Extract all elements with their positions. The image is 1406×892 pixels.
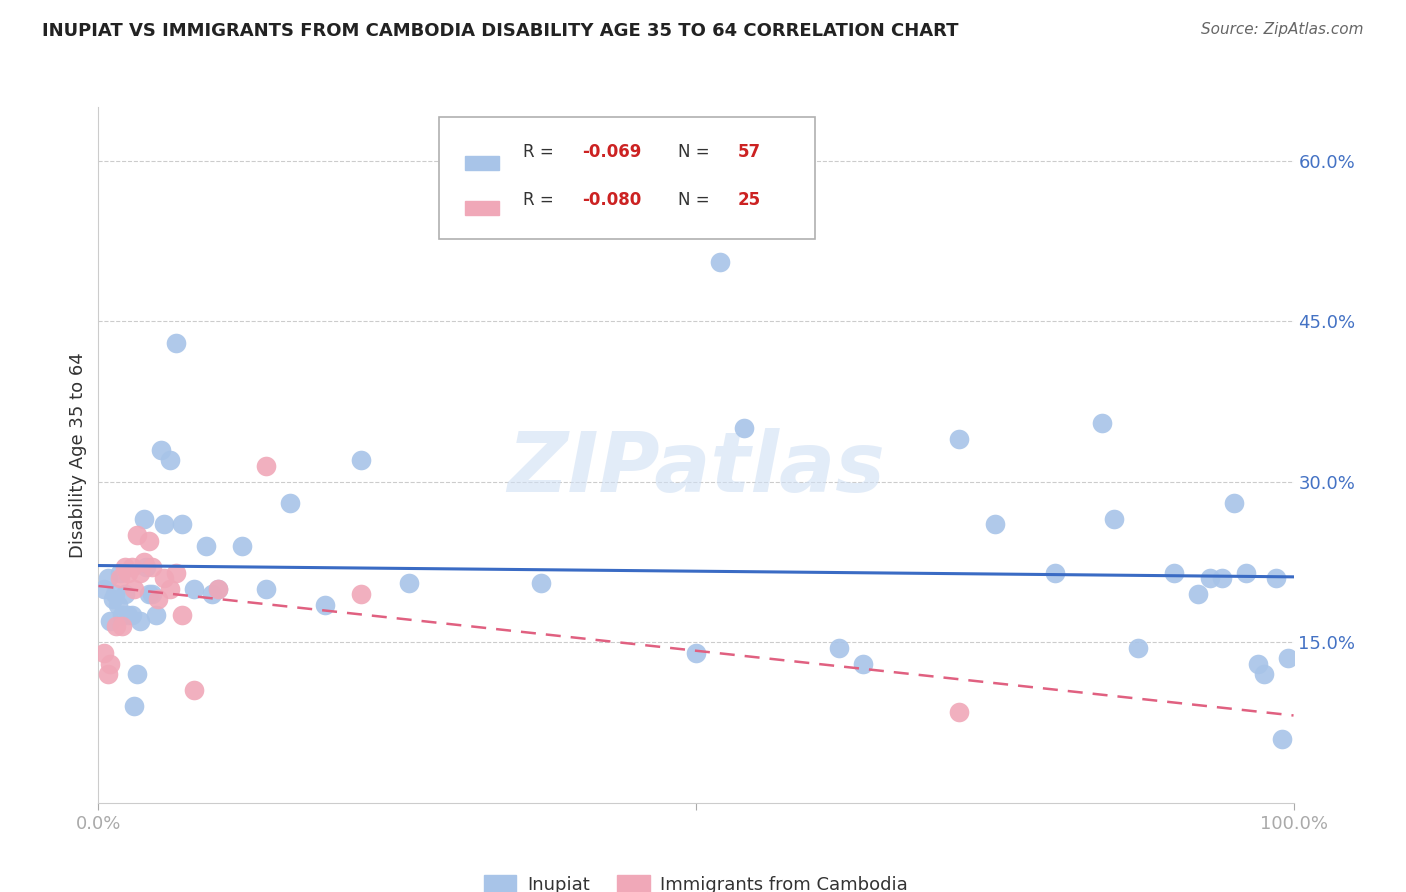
Point [231,539,253,553]
Point [1253,667,1275,681]
Point [117,608,139,623]
Point [709,255,731,269]
Text: 57: 57 [738,144,761,161]
Point [828,640,851,655]
Point [153,517,176,532]
Point [124,582,146,596]
Text: N =: N = [678,144,714,161]
Point [183,582,205,596]
Point [132,512,155,526]
Point [132,555,155,569]
Point [165,335,187,350]
Point [1198,571,1220,585]
Point [1234,566,1257,580]
Point [159,582,181,596]
Point [114,587,136,601]
Point [685,646,707,660]
Point [135,560,157,574]
Point [1246,657,1268,671]
Point [97,667,120,681]
Point [129,614,152,628]
Point [207,582,229,596]
Point [125,667,148,681]
Point [104,587,127,601]
Point [108,571,131,585]
Point [172,517,194,532]
Point [1128,640,1150,655]
Point [145,608,167,623]
Text: -0.069: -0.069 [582,144,641,161]
Point [159,453,181,467]
Point [1222,496,1246,510]
Point [254,582,277,596]
Point [138,533,160,548]
Point [1102,512,1125,526]
Text: ZIPatlas: ZIPatlas [508,428,884,509]
Point [108,566,131,580]
Point [398,576,420,591]
Text: 25: 25 [738,191,761,209]
Point [948,705,970,719]
Point [350,453,373,467]
Point [141,560,163,574]
Point [98,614,122,628]
Point [315,598,337,612]
Point [124,699,146,714]
Point [98,657,122,671]
Point [1211,571,1233,585]
Text: R =: R = [523,191,558,209]
Point [138,587,160,601]
Point [148,592,170,607]
Point [852,657,875,671]
Point [1043,566,1066,580]
Point [111,619,134,633]
Text: Source: ZipAtlas.com: Source: ZipAtlas.com [1201,22,1364,37]
Point [350,587,373,601]
Text: N =: N = [678,191,714,209]
Point [1187,587,1209,601]
FancyBboxPatch shape [439,118,815,239]
Point [207,582,229,596]
Point [1277,651,1299,665]
Point [93,646,115,660]
Point [93,582,115,596]
Point [172,608,194,623]
Point [254,458,277,473]
Point [948,432,970,446]
Text: -0.080: -0.080 [582,191,641,209]
Legend: Inupiat, Immigrants from Cambodia: Inupiat, Immigrants from Cambodia [477,868,915,892]
Point [733,421,755,435]
Point [153,571,176,585]
Point [194,539,217,553]
Point [983,517,1005,532]
Point [141,587,163,601]
Point [105,619,128,633]
Point [111,608,134,623]
FancyBboxPatch shape [465,202,499,215]
Point [107,598,129,612]
Point [121,608,143,623]
Point [278,496,301,510]
Text: R =: R = [523,144,558,161]
Point [165,566,187,580]
Point [149,442,172,457]
FancyBboxPatch shape [465,156,499,169]
Point [1271,731,1294,746]
Point [125,528,148,542]
Point [1264,571,1286,585]
Point [1091,416,1114,430]
Point [117,566,139,580]
Point [201,587,224,601]
Point [1163,566,1185,580]
Point [129,566,152,580]
Point [529,576,551,591]
Point [114,560,136,574]
Point [97,571,120,585]
Point [183,683,205,698]
Y-axis label: Disability Age 35 to 64: Disability Age 35 to 64 [69,352,87,558]
Text: INUPIAT VS IMMIGRANTS FROM CAMBODIA DISABILITY AGE 35 TO 64 CORRELATION CHART: INUPIAT VS IMMIGRANTS FROM CAMBODIA DISA… [42,22,959,40]
Point [101,592,124,607]
Point [121,560,143,574]
